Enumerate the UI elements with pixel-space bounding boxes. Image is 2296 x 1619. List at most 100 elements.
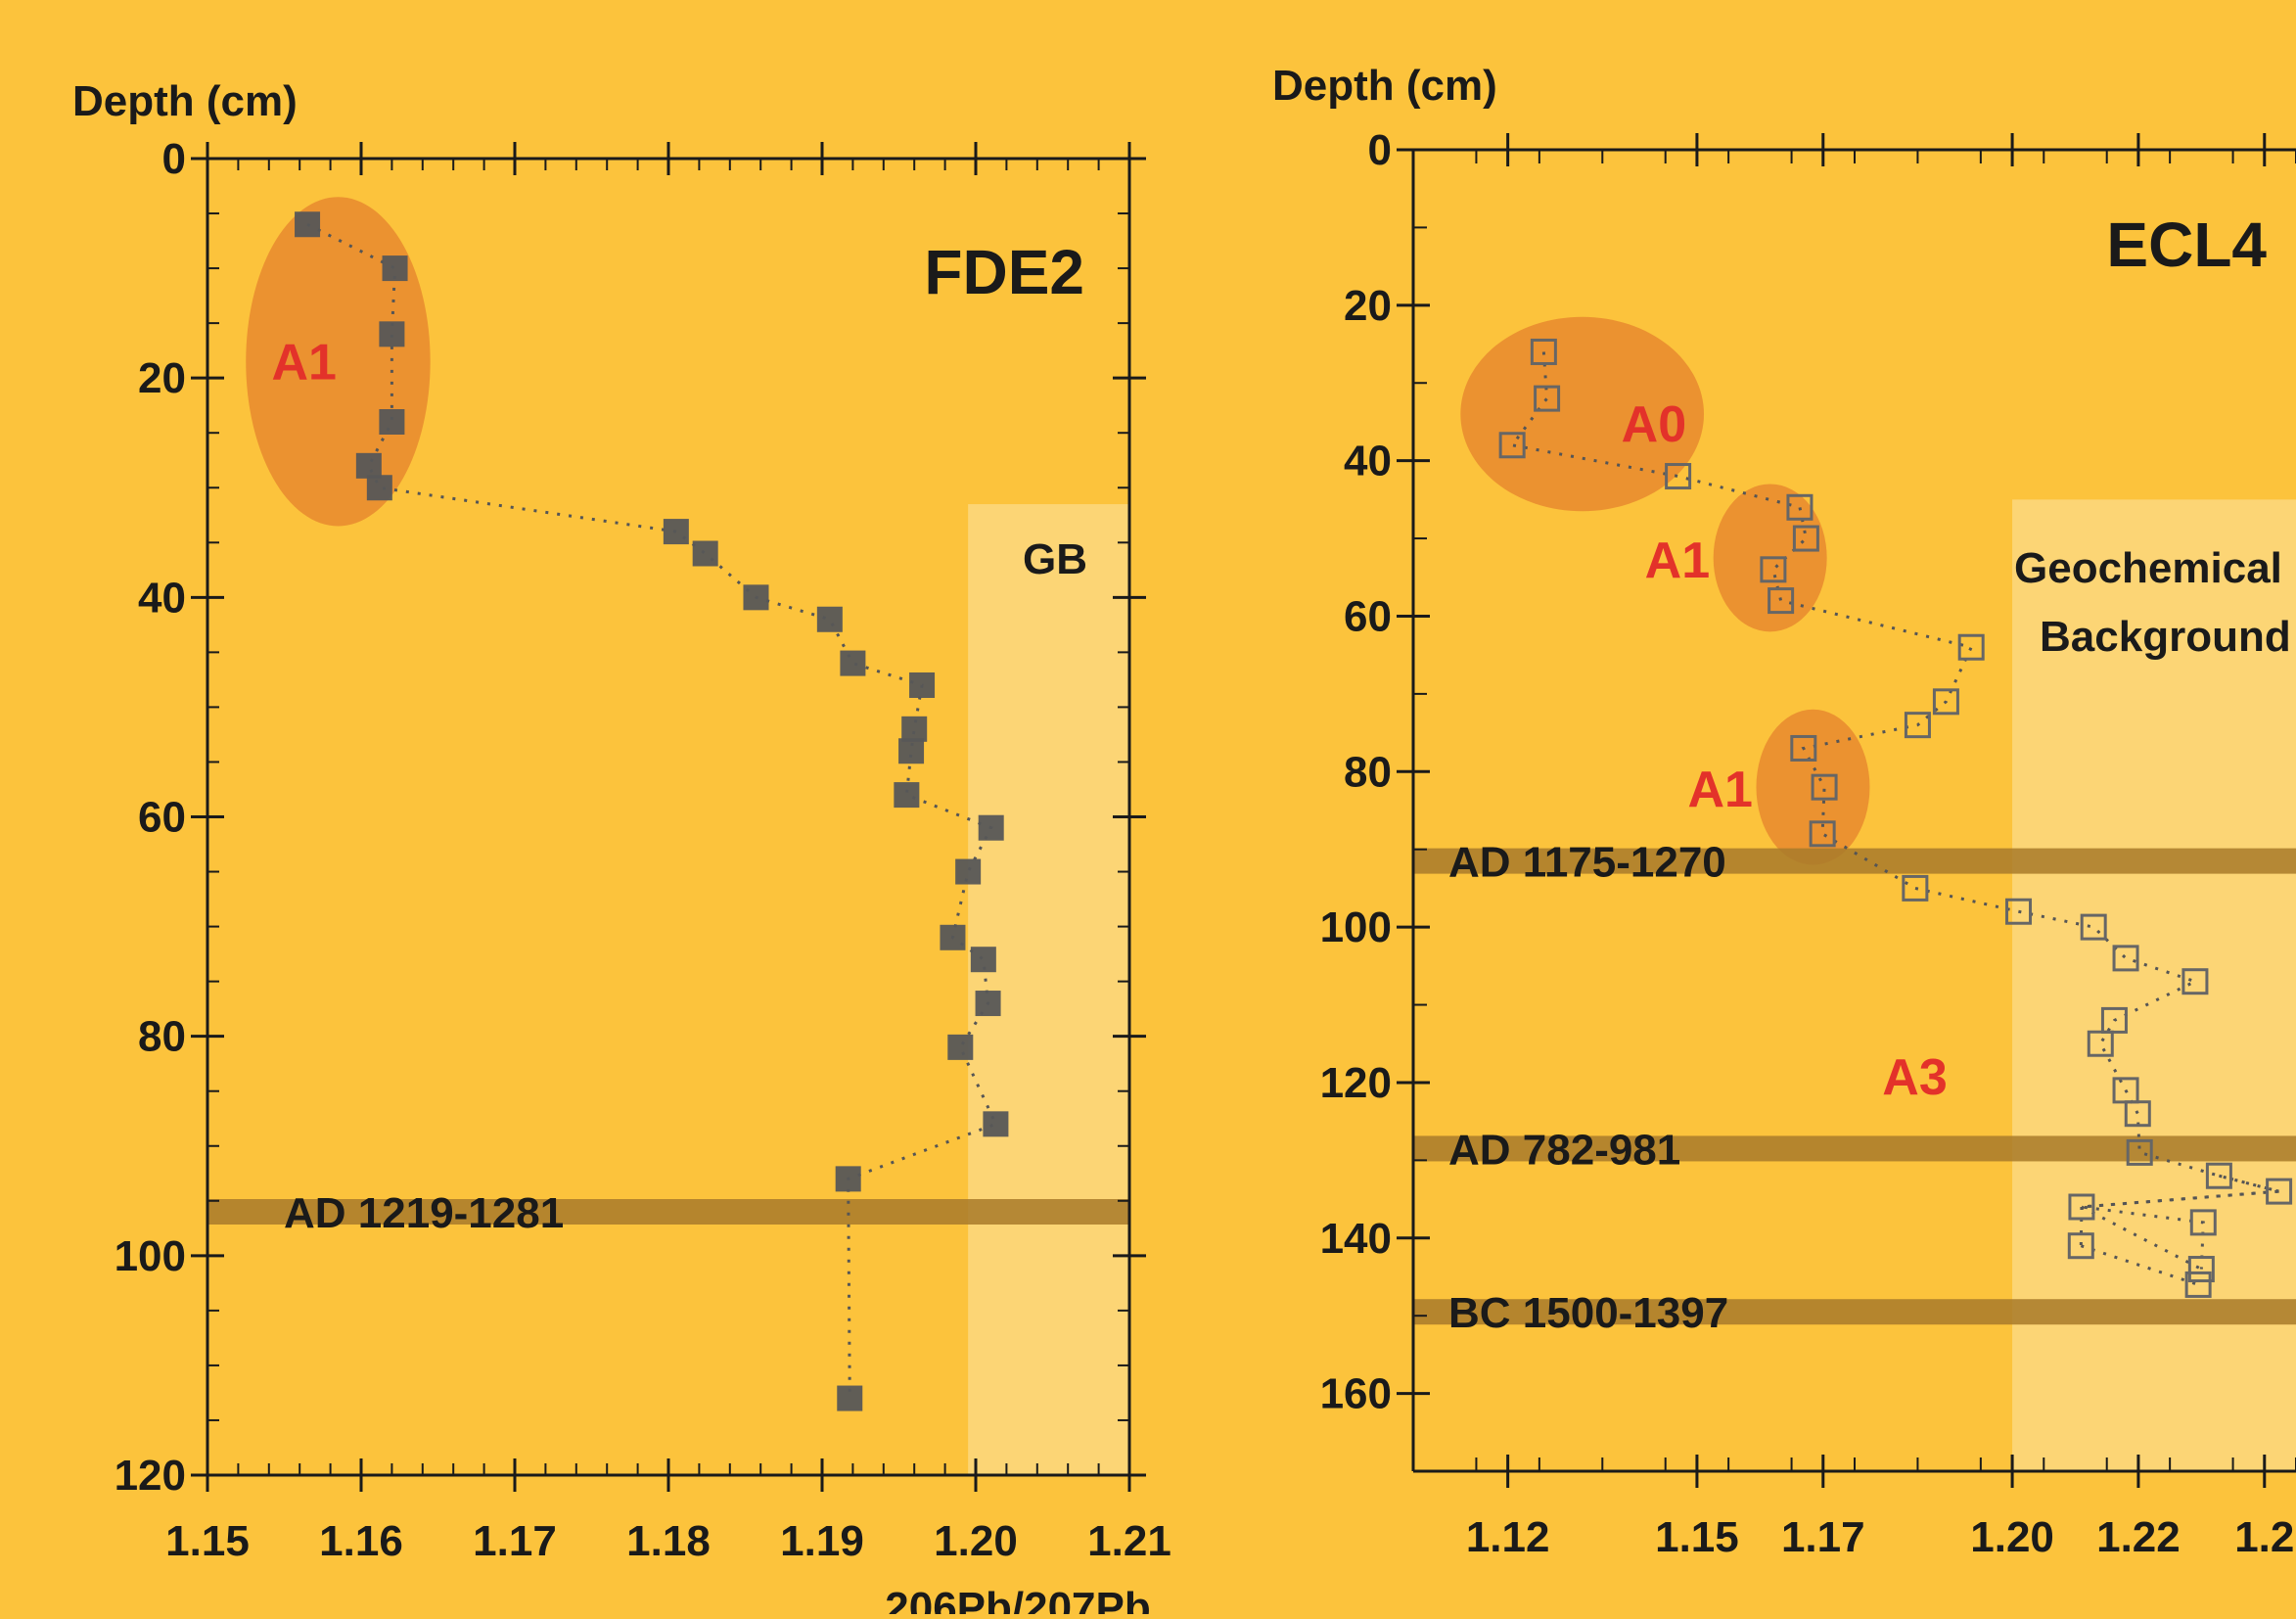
- x-tick-label: 1.15: [165, 1517, 250, 1565]
- y-tick-label: 80: [1344, 748, 1392, 796]
- y-tick-label: 100: [1320, 903, 1392, 951]
- data-point: [1809, 820, 1836, 848]
- data-point: [816, 606, 843, 632]
- data-point: [663, 519, 689, 545]
- data-point: [2184, 1271, 2212, 1298]
- zone-ellipse: [1460, 316, 1705, 512]
- data-point: [2126, 1138, 2153, 1166]
- x-tick-label: 1.2: [2234, 1513, 2294, 1561]
- zone-label: A3: [1882, 1049, 1947, 1106]
- data-point: [970, 947, 996, 973]
- y-tick-label: 140: [1320, 1215, 1392, 1263]
- data-point: [2189, 1209, 2217, 1236]
- panel-title: ECL4: [2106, 209, 2267, 280]
- data-point: [1665, 463, 1692, 490]
- date-band: [207, 1199, 1129, 1225]
- y-tick-label: 100: [115, 1232, 186, 1280]
- y-tick-label: 160: [1320, 1370, 1392, 1418]
- data-point: [983, 1111, 1009, 1137]
- data-point: [1790, 734, 1817, 762]
- data-point: [2187, 1256, 2215, 1283]
- y-tick-label: 20: [1344, 282, 1392, 330]
- data-point: [355, 452, 382, 479]
- data-point: [835, 1166, 861, 1192]
- data-point: [2080, 913, 2107, 941]
- zone-label: A0: [1622, 396, 1686, 453]
- data-point: [379, 409, 405, 435]
- data-point: [2205, 1162, 2232, 1189]
- data-point: [295, 211, 321, 238]
- date-band-label: AD 1175-1270: [1448, 839, 1726, 887]
- data-point: [382, 255, 408, 282]
- background-zone-label: GB: [1023, 535, 1087, 583]
- data-point: [837, 1385, 863, 1411]
- y-tick-label: 60: [1344, 592, 1392, 640]
- date-band-label: AD 782-981: [1448, 1126, 1680, 1174]
- zone-label: A1: [271, 334, 336, 391]
- data-point: [366, 475, 392, 501]
- data-point: [2266, 1178, 2293, 1205]
- data-point: [894, 782, 920, 809]
- x-tick-label: 1.17: [473, 1517, 557, 1565]
- x-tick-label: 1.12: [1466, 1513, 1550, 1561]
- data-point: [955, 858, 982, 885]
- series-line: [2081, 1189, 2279, 1209]
- data-point: [1792, 525, 1819, 552]
- data-point: [2087, 1030, 2114, 1057]
- data-point: [2100, 1006, 2128, 1034]
- date-band-label: BC 1500-1397: [1448, 1289, 1728, 1337]
- data-point: [1811, 773, 1838, 801]
- data-point: [2005, 898, 2033, 925]
- y-tick-label: 120: [115, 1452, 186, 1500]
- data-point: [1530, 338, 1557, 365]
- y-tick-label: 40: [1344, 438, 1392, 486]
- y-tick-label: 0: [1368, 126, 1392, 174]
- x-tick-label: 1.17: [1781, 1513, 1865, 1561]
- date-band-label: AD 1219-1281: [284, 1189, 564, 1237]
- data-point: [2067, 1232, 2094, 1260]
- data-point: [840, 650, 866, 676]
- data-point: [2068, 1193, 2095, 1221]
- data-point: [901, 716, 928, 742]
- y-axis-title: Depth (cm): [1272, 62, 1497, 110]
- data-point: [1904, 712, 1931, 739]
- data-point: [1768, 587, 1795, 615]
- x-tick-label: 1.19: [780, 1517, 864, 1565]
- data-point: [379, 321, 405, 347]
- background-zone-label: Background: [2040, 613, 2291, 661]
- panel-title: FDE2: [924, 237, 1084, 307]
- x-tick-label: 1.22: [2096, 1513, 2181, 1561]
- y-tick-label: 40: [138, 574, 186, 622]
- data-point: [940, 924, 966, 950]
- data-point: [2112, 945, 2139, 972]
- x-tick-label: 1.18: [626, 1517, 711, 1565]
- x-tick-label: 1.20: [1970, 1513, 2054, 1561]
- data-point: [1534, 385, 1561, 412]
- background-zone: [968, 504, 1129, 1475]
- x-tick-label: 1.15: [1655, 1513, 1739, 1561]
- data-point: [1957, 633, 1985, 661]
- y-tick-label: 20: [138, 354, 186, 402]
- data-point: [2124, 1100, 2151, 1128]
- data-point: [743, 584, 769, 611]
- y-tick-label: 60: [138, 794, 186, 842]
- x-tick-label: 1.16: [319, 1517, 403, 1565]
- zone-label: A1: [1687, 762, 1752, 818]
- x-tick-label: 1.20: [934, 1517, 1018, 1565]
- date-band: [1413, 1299, 2296, 1325]
- data-point: [1902, 874, 1929, 902]
- x-axis-title: 206Pb/207Pb: [885, 1584, 1151, 1614]
- data-point: [978, 814, 1004, 841]
- data-point: [1932, 688, 1959, 716]
- data-point: [1760, 556, 1787, 583]
- data-point: [947, 1034, 974, 1060]
- data-point: [909, 672, 936, 698]
- y-tick-label: 120: [1320, 1059, 1392, 1107]
- background-zone-label: Geochemical: [2014, 544, 2282, 592]
- data-point: [2181, 968, 2209, 995]
- y-axis-title: Depth (cm): [72, 77, 298, 125]
- zone-label: A1: [1645, 532, 1710, 589]
- panel-ecl4: 1.12 1.15 1.17 1.20 1.22 1.202040608010012014…: [1272, 62, 2296, 1561]
